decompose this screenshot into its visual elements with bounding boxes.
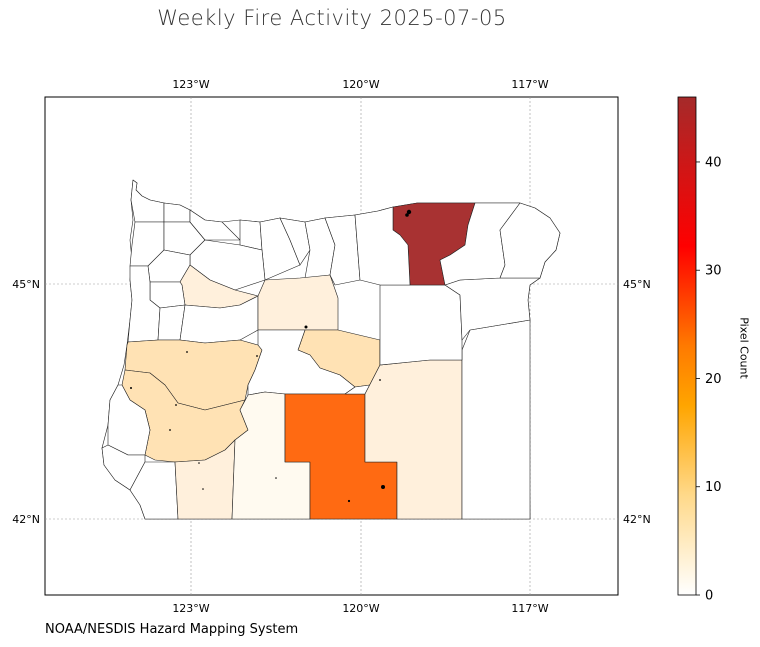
fire-point [175,404,177,406]
map-title: Weekly Fire Activity 2025-07-05 [157,6,507,30]
lat-label-right: 45°N [623,278,651,291]
colorbar [677,96,697,596]
fire-point [379,379,381,381]
fire-point [256,355,258,357]
lon-label-top: 120°W [342,78,379,91]
fire-points [130,209,412,503]
source-credit: NOAA/NESDIS Hazard Mapping System [45,622,299,637]
fire-point [169,429,171,431]
county-malheur [461,319,531,520]
lon-label-top: 117°W [511,78,548,91]
fire-point [347,499,351,503]
county-grant [379,284,463,366]
lon-label-bottom: 123°W [172,602,209,615]
fire-point [406,209,412,215]
fire-point [381,485,385,489]
colorbar-tick-label: 30 [705,264,722,279]
colorbar-tick-label: 20 [705,372,722,387]
county-jefferson [257,274,339,331]
fire-point [202,488,204,490]
colorbar-label: Pixel Count [737,317,751,379]
colorbar-tick-label: 10 [705,480,722,495]
fire-point [275,477,277,479]
fire-point [130,387,132,389]
county-sherman [279,217,311,266]
latitude-labels: 45°N 42°N 45°N 42°N [12,278,650,526]
county-clatsop [130,179,165,223]
county-wallowa [499,202,561,279]
lon-label-bottom: 117°W [511,602,548,615]
lat-label-right: 42°N [623,513,651,526]
longitude-labels: 123°W 120°W 117°W 123°W 120°W 117°W [172,78,548,615]
lon-label-bottom: 120°W [342,602,379,615]
colorbar-tick-label: 0 [705,589,713,604]
colorbar-ticks: 0 10 20 30 40 [696,155,722,604]
county-layer [101,179,561,520]
lat-label-left: 45°N [12,278,40,291]
fire-point [405,213,409,217]
colorbar-tick-label: 40 [705,155,722,170]
fire-point [186,351,188,353]
county-morrow-east [354,206,411,286]
fire-point [198,462,200,464]
lon-label-top: 123°W [172,78,209,91]
lat-label-left: 42°N [12,513,40,526]
fire-point [304,325,308,329]
